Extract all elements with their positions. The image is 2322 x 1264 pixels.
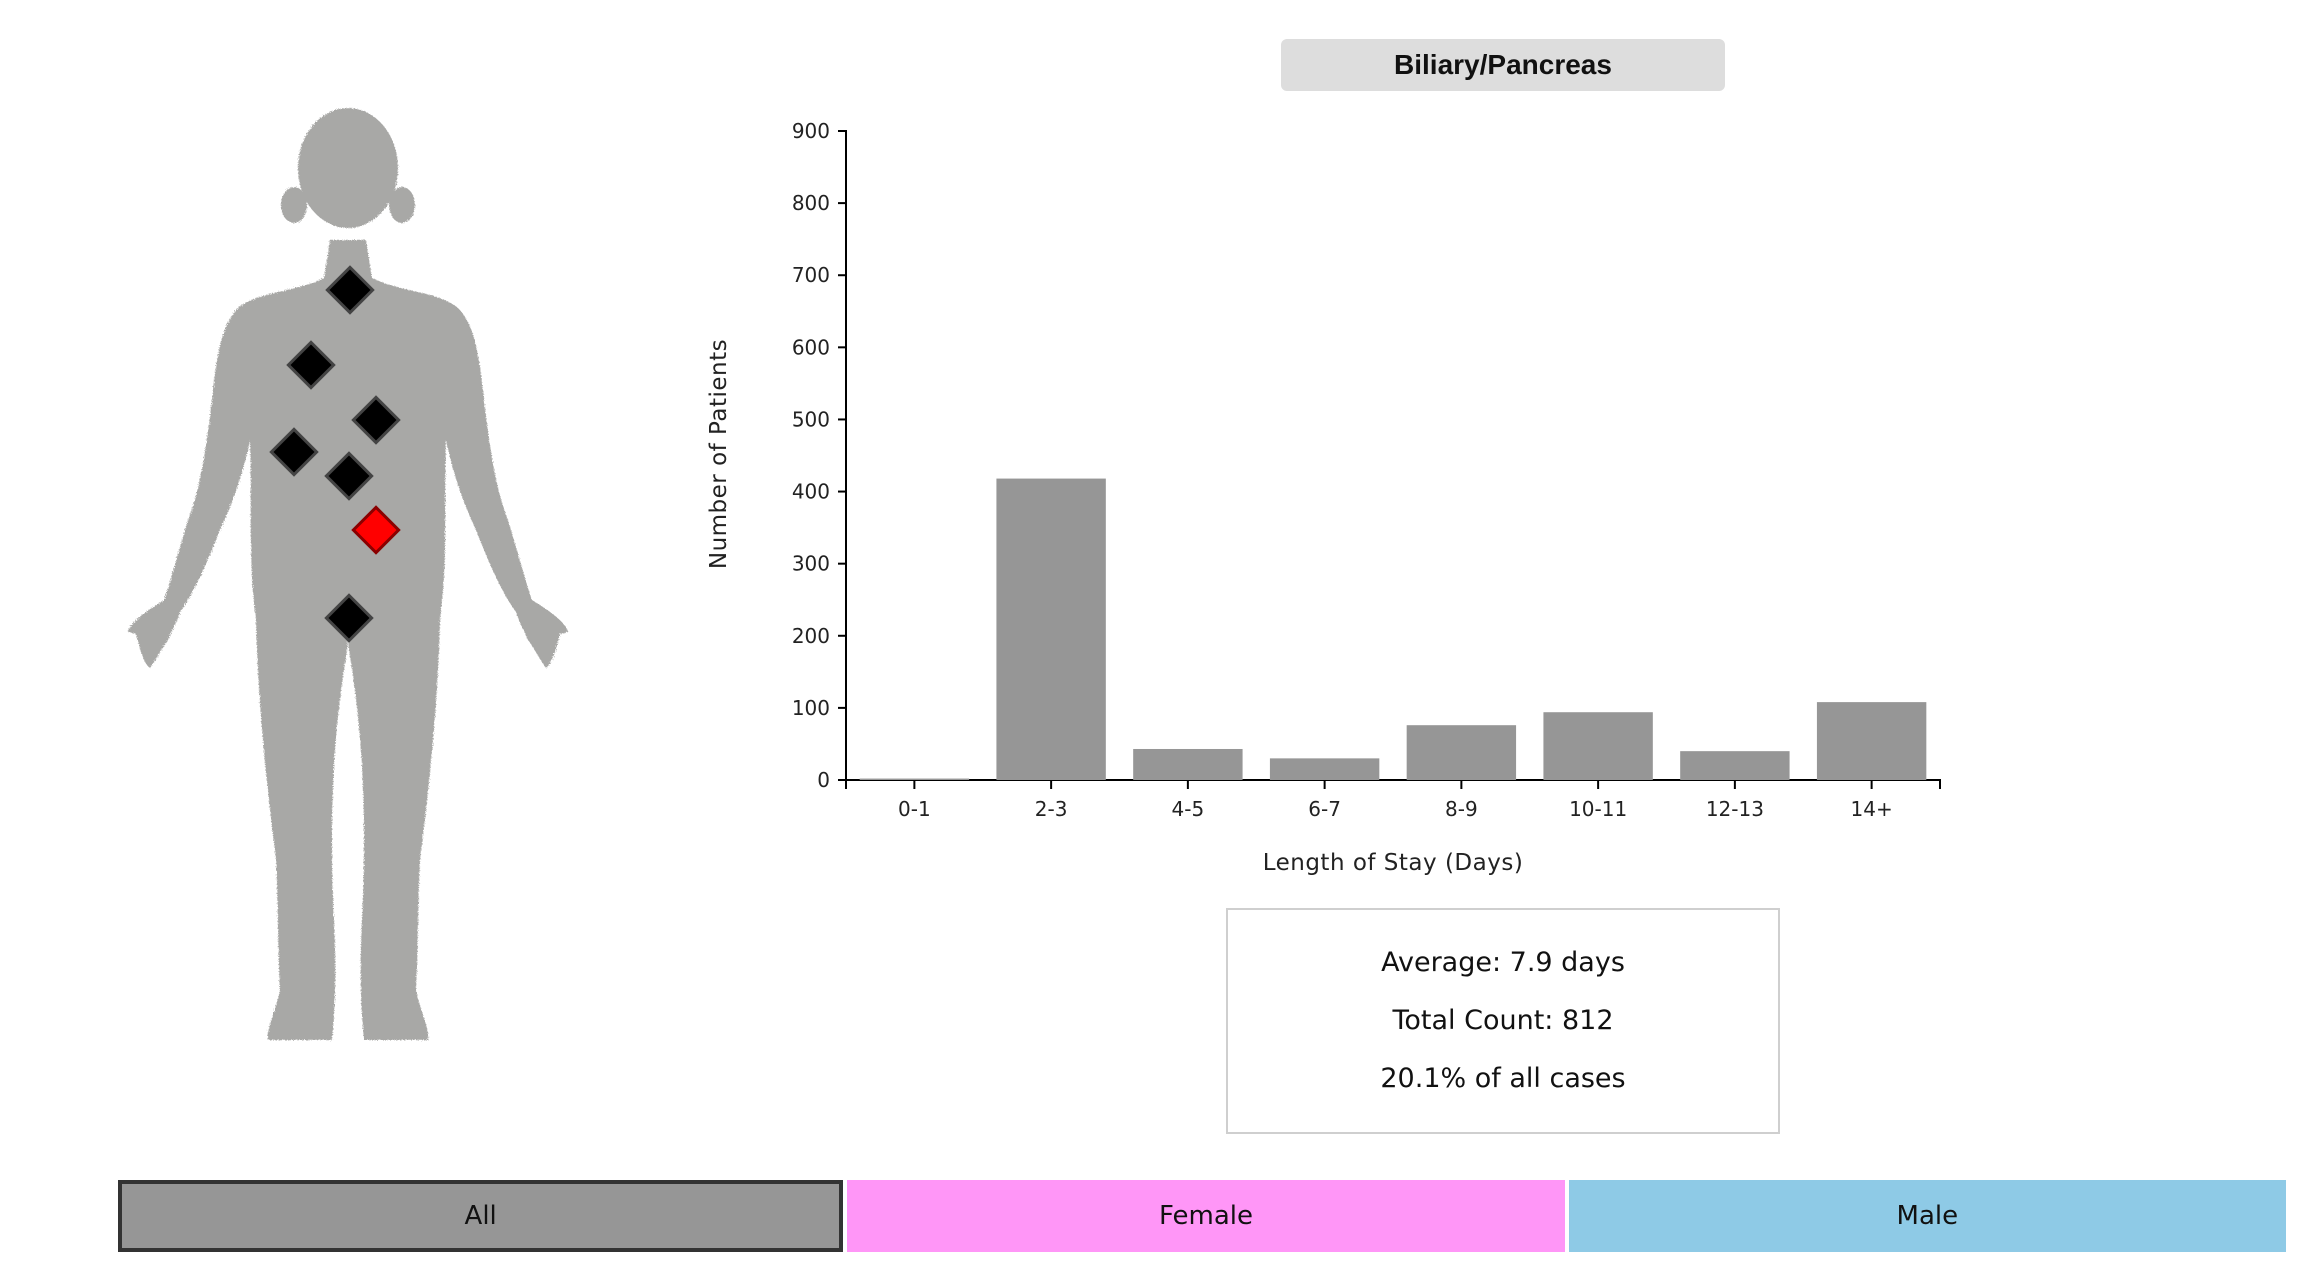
y-tick-label: 300 <box>792 552 830 576</box>
bars <box>859 478 1927 780</box>
x-axis: 0-1 2-3 4-5 6-7 8-9 10-11 12-13 14+ <box>845 779 1941 821</box>
y-axis-title: Number of Patients <box>706 339 732 569</box>
x-tick-label: 4-5 <box>1172 797 1205 821</box>
x-axis-line <box>845 779 1941 789</box>
bar[interactable] <box>859 778 970 780</box>
y-axis: 0 100 200 300 400 500 600 700 800 900 <box>792 119 847 792</box>
organ-markers <box>269 265 401 643</box>
bar[interactable] <box>1133 748 1243 780</box>
x-axis-title: Length of Stay (Days) <box>1263 850 1524 876</box>
y-tick-label: 900 <box>792 119 830 143</box>
bar[interactable] <box>1816 702 1927 780</box>
y-tick-label: 200 <box>792 624 830 648</box>
average-stat: Average: 7.9 days <box>1381 947 1625 978</box>
bar[interactable] <box>1269 758 1380 780</box>
x-tick-label: 6-7 <box>1308 797 1341 821</box>
y-tick-label: 600 <box>792 335 830 359</box>
stats-box: Average: 7.9 days Total Count: 812 20.1%… <box>1226 908 1780 1134</box>
marker-pelvis[interactable] <box>324 593 374 643</box>
filter-buttons: All Female Male <box>116 1180 2288 1252</box>
marker-stomach[interactable] <box>351 395 401 445</box>
marker-lung[interactable] <box>286 340 336 390</box>
y-tick-label: 500 <box>792 407 830 431</box>
chart-title: Biliary/Pancreas <box>1281 39 1725 91</box>
y-axis-line <box>838 130 847 781</box>
total-count-stat: Total Count: 812 <box>1392 1005 1614 1036</box>
x-tick-label: 10-11 <box>1569 797 1627 821</box>
marker-throat[interactable] <box>325 265 375 315</box>
bar-chart: 0 100 200 300 400 500 600 700 800 900 0-1 2-3 4-5 6-… <box>706 119 1941 876</box>
bar[interactable] <box>1406 725 1517 780</box>
y-tick-label: 700 <box>792 263 830 287</box>
x-tick-label: 0-1 <box>898 797 931 821</box>
marker-liver[interactable] <box>269 427 319 477</box>
x-tick-label: 14+ <box>1851 797 1893 821</box>
x-tick-label: 8-9 <box>1445 797 1478 821</box>
x-tick-label: 2-3 <box>1035 797 1068 821</box>
marker-biliary-pancreas-selected[interactable] <box>351 505 401 555</box>
filter-male-button[interactable]: Male <box>1568 1180 2286 1252</box>
bar[interactable] <box>996 478 1106 780</box>
filter-all-button[interactable]: All <box>118 1180 844 1252</box>
y-tick-label: 100 <box>792 696 830 720</box>
filter-female-button[interactable]: Female <box>847 1180 1565 1252</box>
percent-stat: 20.1% of all cases <box>1380 1063 1626 1094</box>
y-tick-label: 400 <box>792 480 830 504</box>
x-tick-label: 12-13 <box>1706 797 1764 821</box>
body-figure <box>128 108 568 1040</box>
bar[interactable] <box>1543 712 1653 780</box>
marker-colon[interactable] <box>324 451 374 501</box>
bar[interactable] <box>1680 751 1790 780</box>
y-tick-label: 800 <box>792 191 830 215</box>
y-tick-label: 0 <box>817 768 830 792</box>
